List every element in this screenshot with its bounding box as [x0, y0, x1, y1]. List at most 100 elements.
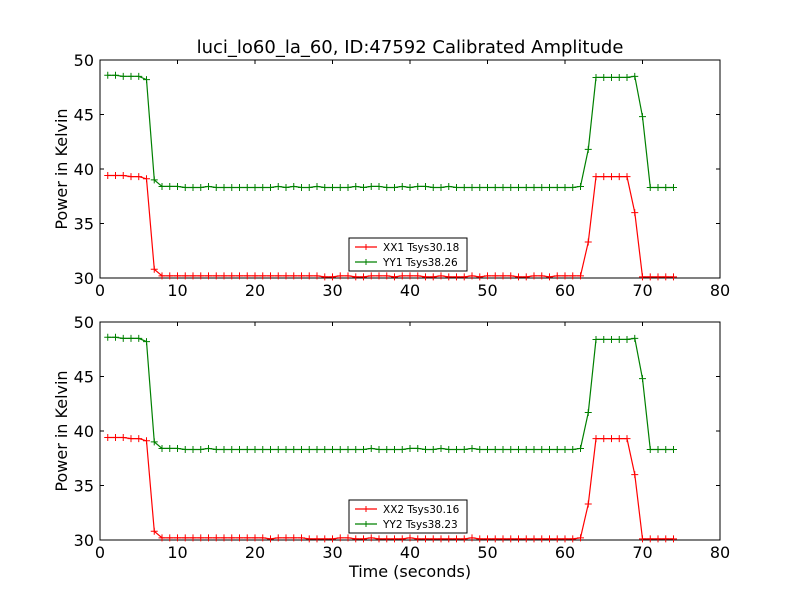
data-point [615, 173, 623, 181]
data-point [150, 438, 158, 446]
y-tick-label: 40 [74, 160, 94, 179]
data-point [654, 535, 662, 543]
data-point [476, 446, 484, 454]
data-point [375, 535, 383, 543]
data-point [491, 446, 499, 454]
data-point [530, 446, 538, 454]
data-point [290, 272, 298, 280]
data-point [375, 272, 383, 280]
data-point [553, 535, 561, 543]
data-point [515, 446, 522, 454]
data-point [499, 184, 507, 192]
y-tick-label: 50 [74, 51, 94, 70]
y-tick-label: 30 [74, 531, 94, 550]
data-point [639, 273, 646, 281]
y-tick-label: 35 [74, 215, 94, 234]
data-point [515, 273, 522, 281]
y-tick-label: 35 [74, 477, 94, 496]
data-point [460, 273, 468, 281]
data-point [344, 446, 352, 454]
data-point [515, 184, 522, 192]
data-point [429, 273, 437, 281]
data-point [383, 535, 391, 543]
data-point [251, 184, 259, 192]
data-point [569, 446, 577, 454]
data-point [538, 446, 546, 454]
data-point [429, 446, 437, 454]
data-point [243, 184, 251, 192]
data-point [639, 375, 646, 383]
data-point [259, 184, 267, 192]
data-point [654, 273, 662, 281]
data-point [220, 534, 228, 542]
data-point [538, 535, 546, 543]
y-tick-label: 30 [74, 269, 94, 288]
data-point [429, 184, 437, 192]
data-point [437, 444, 445, 452]
data-point [538, 184, 546, 192]
x-tick-label: 70 [632, 281, 652, 300]
data-point [406, 534, 414, 542]
data-point [267, 535, 274, 543]
legend-marker [363, 244, 369, 250]
data-point [267, 272, 274, 280]
data-point [112, 333, 119, 341]
data-point [391, 446, 398, 454]
data-point [623, 73, 631, 81]
data-point [391, 184, 398, 192]
data-point [127, 334, 135, 342]
data-point [623, 173, 631, 181]
data-point [546, 535, 553, 543]
data-point [344, 272, 352, 280]
data-point [174, 534, 181, 542]
data-point [305, 535, 313, 543]
data-point [515, 535, 522, 543]
data-point [445, 273, 453, 281]
data-point [360, 273, 367, 281]
data-point [398, 272, 406, 280]
data-point [437, 184, 445, 192]
data-point [507, 535, 515, 543]
data-point [251, 446, 259, 454]
data-point [445, 182, 453, 190]
data-point [228, 446, 236, 454]
data-point [375, 446, 383, 454]
data-point [197, 534, 205, 542]
data-point [522, 184, 530, 192]
data-point [538, 272, 546, 280]
data-point [336, 184, 344, 192]
data-point [313, 272, 321, 280]
data-point [166, 272, 174, 280]
data-point [228, 184, 236, 192]
data-point [298, 446, 305, 454]
data-point [305, 184, 313, 192]
data-point [491, 184, 499, 192]
data-point [228, 272, 236, 280]
legend-marker [363, 521, 369, 527]
data-point [530, 272, 538, 280]
data-point [429, 535, 437, 543]
data-point [546, 446, 553, 454]
data-point [468, 272, 476, 280]
data-point [577, 444, 584, 452]
data-point [460, 446, 468, 454]
x-tick-label: 60 [555, 281, 575, 300]
data-point [274, 534, 282, 542]
data-point [259, 446, 267, 454]
data-point [476, 184, 484, 192]
x-tick-label: 0 [95, 543, 105, 562]
data-point [282, 272, 290, 280]
data-point [662, 184, 670, 192]
data-point [670, 184, 677, 192]
data-point [150, 176, 158, 184]
data-point [212, 534, 220, 542]
data-point [414, 444, 422, 452]
data-point [453, 535, 460, 543]
data-point [197, 272, 205, 280]
plot-bottom: 0 10 20 30 40 50 60 70 80 30 35 40 45 50 Power in Kelv… [52, 313, 730, 581]
data-point [181, 534, 189, 542]
data-point [212, 272, 220, 280]
data-point [367, 534, 375, 542]
x-axis-label: Time (seconds) [348, 562, 471, 581]
data-point [577, 272, 584, 280]
